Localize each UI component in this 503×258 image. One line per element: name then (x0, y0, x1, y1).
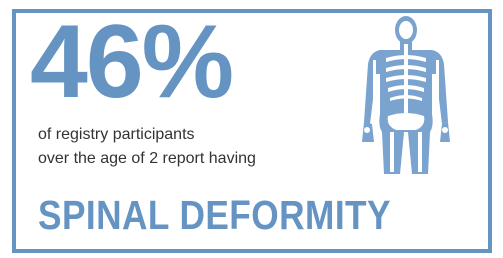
stat-text: over the age of 2 report having (38, 150, 256, 168)
page: 46% of registry participants over the ag… (0, 0, 503, 258)
stat-value: 46% (30, 10, 232, 114)
stat-text: of registry participants (38, 126, 195, 144)
skeleton-icon (350, 14, 470, 179)
stat-condition: SPINAL DEFORMITY (38, 192, 391, 239)
